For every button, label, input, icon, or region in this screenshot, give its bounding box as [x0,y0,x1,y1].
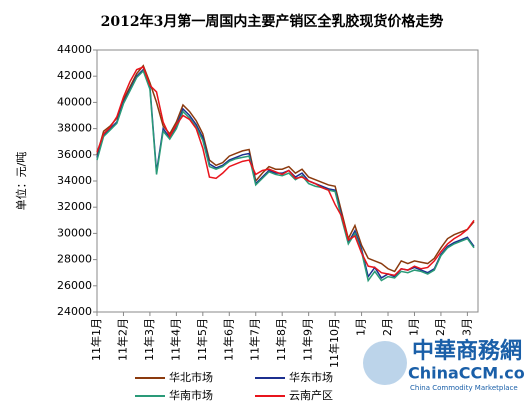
legend-label: 华北市场 [169,370,213,384]
x-tick-label: 11年3月 [142,318,156,361]
y-tick-label: 44000 [57,43,92,56]
x-tick-label: 11年5月 [195,318,209,361]
watermark-tagline: China Commodity Marketplace [410,384,518,392]
y-tick-label: 32000 [57,200,92,213]
x-tick-label: 3月 [460,318,473,336]
y-tick-label: 28000 [57,253,92,266]
x-tick-label: 1月 [355,318,368,336]
series-line [96,66,475,277]
watermark-site: ChinaCCM.com [408,364,526,383]
y-tick-label: 40000 [57,95,92,108]
x-tick-label: 11年1月 [89,318,103,361]
x-tick-label: 11年10月 [327,318,341,368]
legend-label: 云南产区 [289,388,333,402]
y-tick-label: 38000 [57,122,92,135]
x-tick-label: 2月 [381,318,394,336]
y-tick-label: 34000 [57,174,92,187]
watermark-logo [363,341,407,385]
y-tick-label: 24000 [57,305,92,318]
y-tick-label: 26000 [57,279,92,292]
x-tick-label: 11年4月 [168,318,182,361]
x-tick-label: 11年7月 [248,318,262,361]
y-tick-label: 42000 [57,69,92,82]
watermark: 中華商務網 ChinaCCM.com China Commodity Marke… [363,338,526,392]
x-tick-label: 2月 [434,318,447,336]
x-tick-label: 11年8月 [274,318,288,361]
y-axis-label: 单位：元/吨 [14,152,28,211]
series-line [96,64,475,273]
legend-label: 华东市场 [289,370,333,384]
watermark-name: 中華商務網 [412,338,522,364]
y-tick-label: 36000 [57,148,92,161]
x-tick-label: 11年9月 [301,318,315,361]
x-tick-label: 11年6月 [221,318,235,361]
y-tick-label: 30000 [57,226,92,239]
x-tick-label: 1月 [407,318,420,336]
chart-title: 2012年3月第一周国内主要产销区全乳胶现货价格走势 [101,13,444,30]
series-line [96,69,475,283]
x-tick-label: 11年2月 [115,318,129,361]
legend-label: 华南市场 [169,388,213,402]
